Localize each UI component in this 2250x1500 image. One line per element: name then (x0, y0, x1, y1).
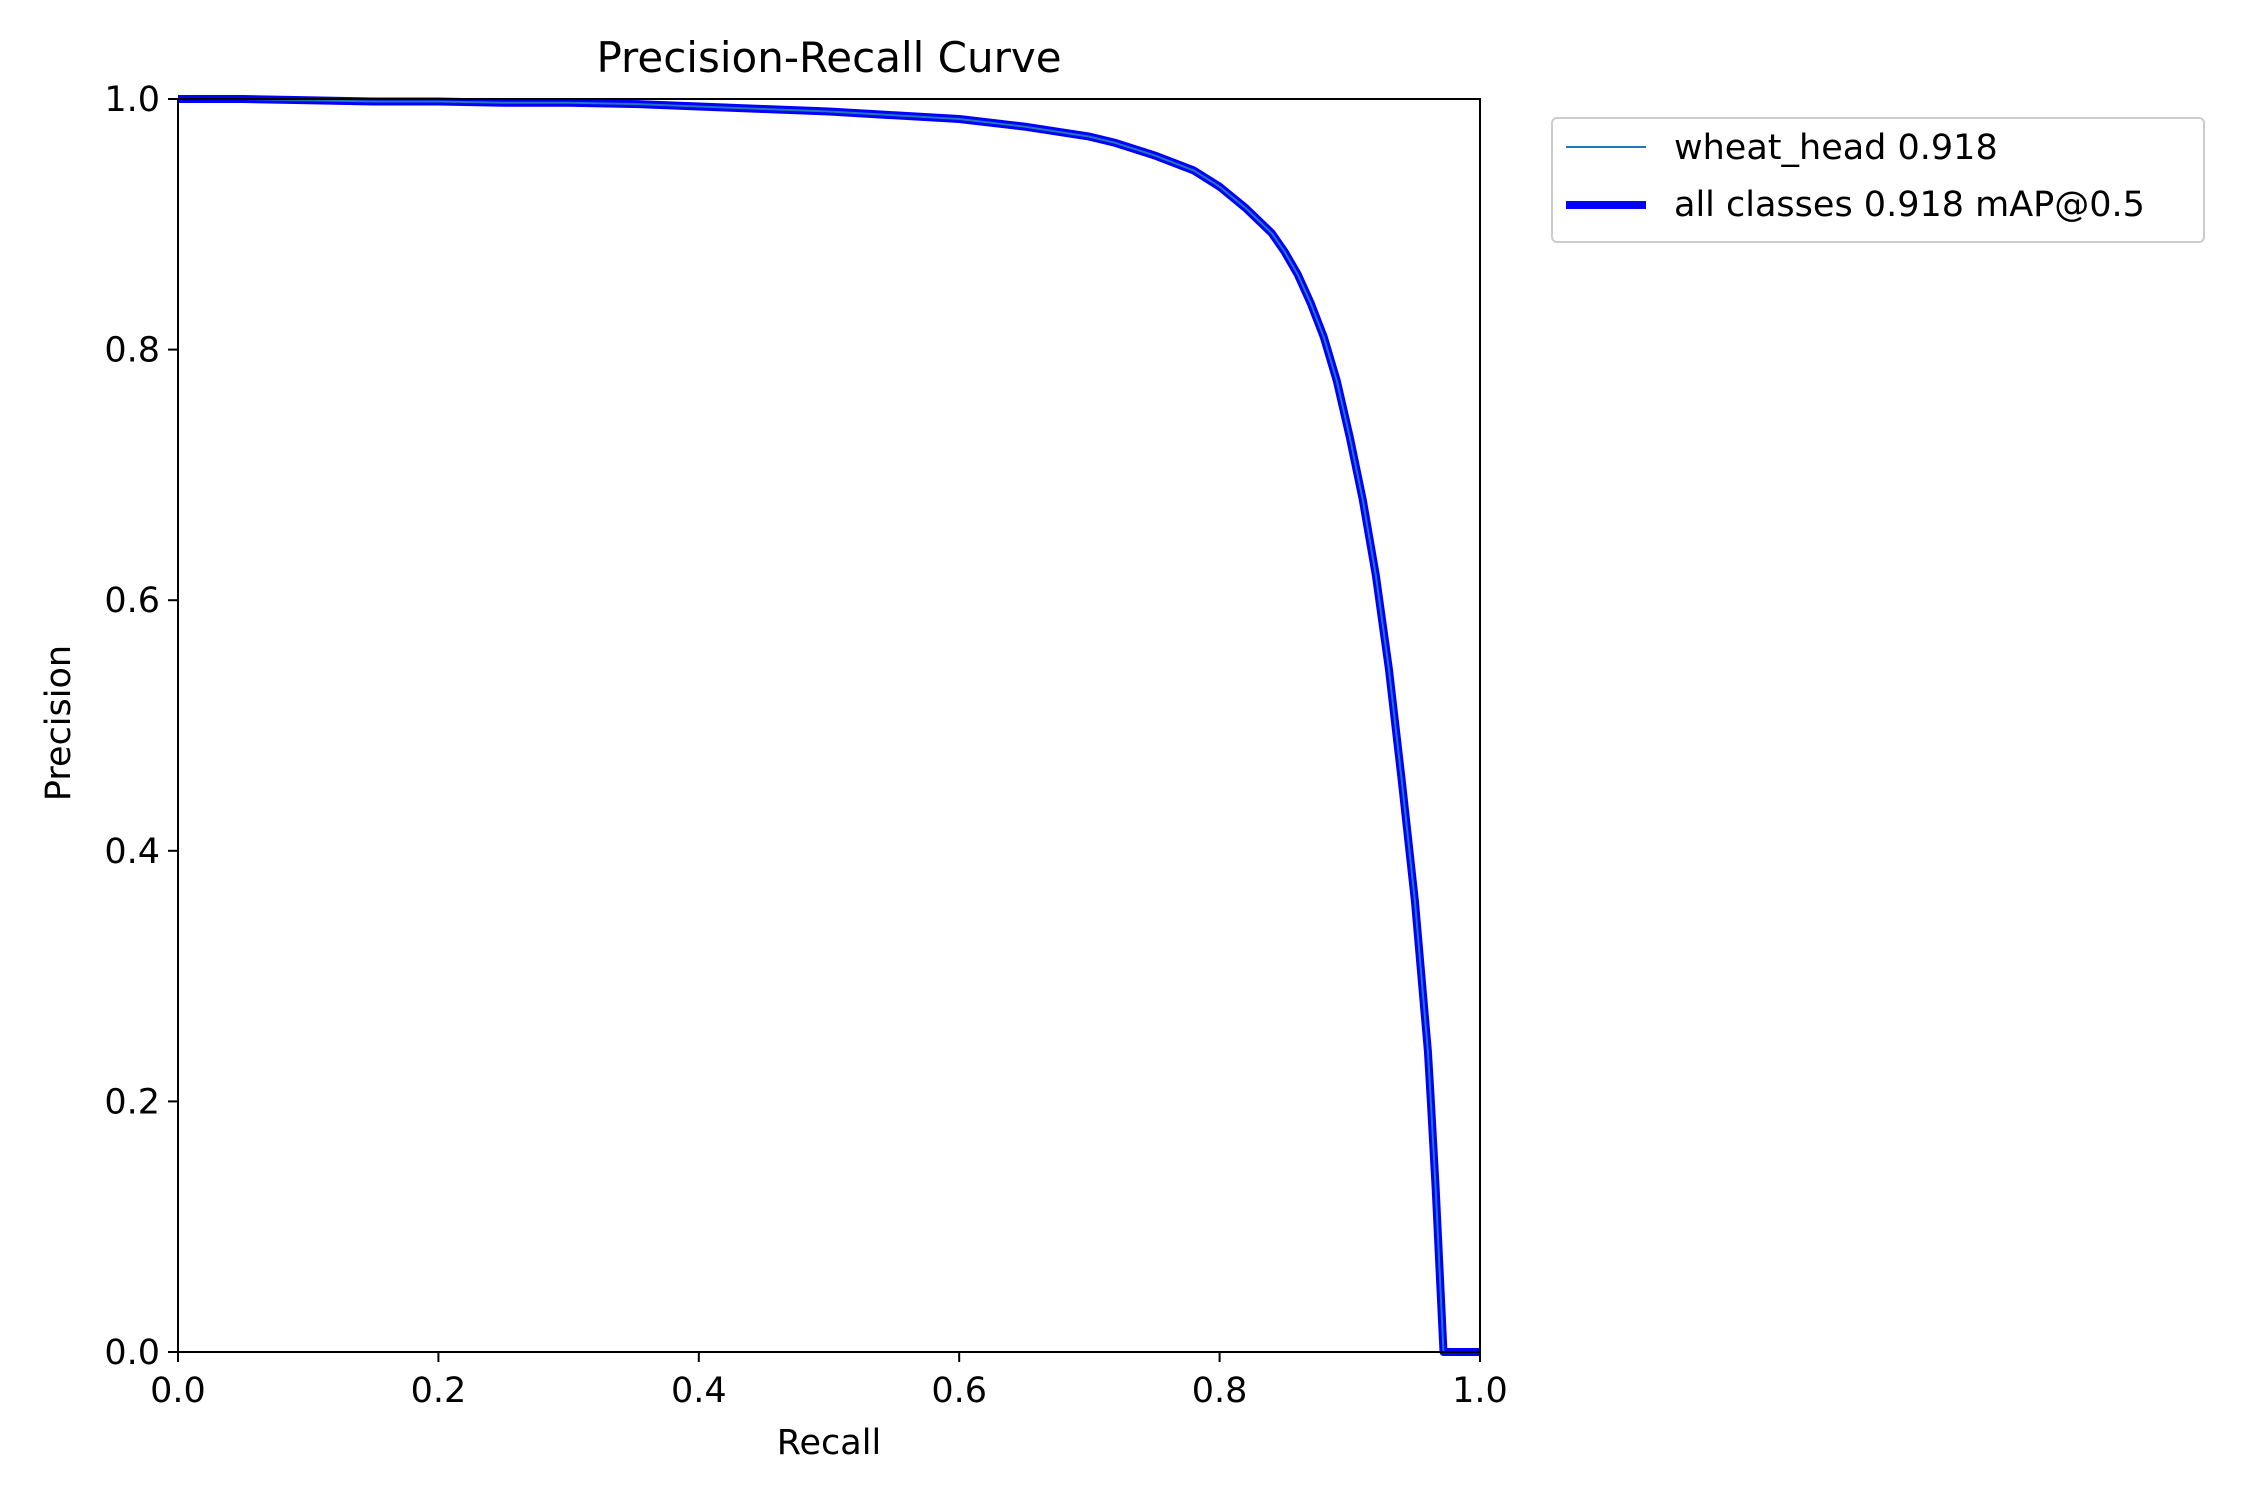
x-tick-label: 0.6 (931, 1371, 987, 1411)
y-tick-label: 1.0 (104, 80, 160, 120)
x-axis-label: Recall (777, 1423, 881, 1463)
y-tick-label: 0.0 (104, 1333, 160, 1373)
x-tick-label: 1.0 (1452, 1371, 1508, 1411)
x-tick-label: 0.2 (411, 1371, 467, 1411)
y-tick-label: 0.6 (104, 581, 160, 621)
y-axis-label: Precision (39, 645, 79, 801)
chart-title: Precision-Recall Curve (596, 33, 1061, 82)
x-tick-label: 0.4 (671, 1371, 727, 1411)
legend: wheat_head 0.918 all classes 0.918 mAP@0… (1551, 117, 2205, 243)
axes-frame (177, 98, 1481, 1353)
legend-box (1551, 117, 2205, 243)
x-tick-label: 0.0 (150, 1371, 206, 1411)
x-axis-ticks: 0.0 0.2 0.4 0.6 0.8 1.0 (150, 1352, 1508, 1411)
x-tick-label: 0.8 (1192, 1371, 1248, 1411)
plot-area (177, 95, 1481, 1356)
y-tick-label: 0.4 (104, 832, 160, 872)
y-axis-ticks: 0.0 0.2 0.4 0.6 0.8 1.0 (104, 80, 178, 1373)
y-tick-label: 0.2 (104, 1082, 160, 1122)
legend-label-wheat-head: wheat_head 0.918 (1674, 128, 1998, 168)
legend-label-all-classes: all classes 0.918 mAP@0.5 (1674, 185, 2145, 225)
series-line-wheat-head (178, 98, 1480, 1353)
y-tick-label: 0.8 (104, 331, 160, 371)
